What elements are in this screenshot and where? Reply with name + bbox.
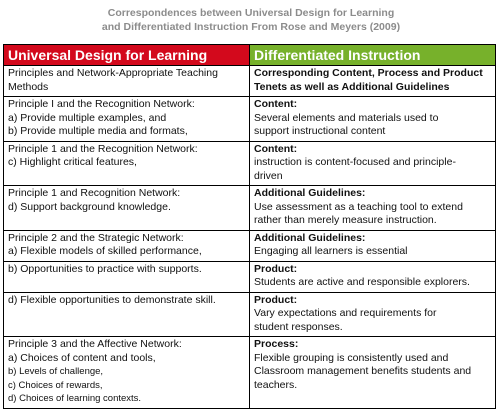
cell-heading: Content: xyxy=(254,142,298,155)
cell-line: d) Flexible opportunities to demonstrate… xyxy=(8,293,216,306)
udl-cell: b) Opportunities to practice with suppor… xyxy=(3,260,250,293)
table-row: d) Flexible opportunities to demonstrate… xyxy=(3,291,496,337)
cell-line: b) Provide multiple media and formats, xyxy=(8,125,188,137)
cell-line: a) Provide multiple examples, and xyxy=(8,111,167,124)
cell-heading: Process: xyxy=(254,338,299,350)
cell-heading: Additional Guidelines: xyxy=(254,187,366,199)
cell-line: Principle 3 and the Affective Network: xyxy=(8,338,182,350)
cell-line: Principle 1 and the Recognition Network: xyxy=(8,142,198,155)
table-row: Principle I and the Recognition Network:… xyxy=(3,96,496,142)
cell-heading: Additional Guidelines: xyxy=(254,231,366,244)
table-row: Principle 1 and the Recognition Network:… xyxy=(3,140,496,186)
di-cell: Corresponding Content, Process and Produ… xyxy=(249,65,496,97)
cell-line: Students are active and responsible expl… xyxy=(254,276,470,288)
cell-line: c) Highlight critical features, xyxy=(8,156,137,168)
cell-heading: Content: xyxy=(254,98,298,110)
title-line-1: Correspondences between Universal Design… xyxy=(107,7,395,19)
di-cell: Product: Students are active and respons… xyxy=(249,260,496,293)
table-row: Principle 2 and the Strategic Network: a… xyxy=(3,229,496,262)
cell-line: d) Support background knowledge. xyxy=(8,200,171,213)
cell-line: Principles and Network-Appropriate Teach… xyxy=(8,67,218,79)
di-cell: Additional Guidelines: Use assessment as… xyxy=(249,185,496,231)
di-cell: Process: Flexible grouping is consistent… xyxy=(249,336,496,409)
cell-line: teachers. xyxy=(254,378,298,391)
cell-line: Principle 2 and the Strategic Network: xyxy=(8,231,184,244)
di-cell: Additional Guidelines: Engaging all lear… xyxy=(249,229,496,262)
cell-line: driven xyxy=(254,169,283,182)
table-header-row: Universal Design for Learning Differenti… xyxy=(3,44,496,66)
cell-line: rather than merely measure instruction. xyxy=(254,214,437,226)
correspondence-table: Universal Design for Learning Differenti… xyxy=(3,44,496,409)
cell-line: b) Levels of challenge, xyxy=(8,366,104,377)
udl-cell: Principle I and the Recognition Network:… xyxy=(3,96,250,142)
cell-line: student responses. xyxy=(254,320,343,333)
cell-line: Several elements and materials used to xyxy=(254,111,439,124)
cell-heading: Product: xyxy=(254,262,298,275)
cell-line: d) Choices of learning contexts. xyxy=(8,393,142,404)
di-cell: Content: Several elements and materials … xyxy=(249,96,496,142)
udl-cell: d) Flexible opportunities to demonstrate… xyxy=(3,291,250,337)
udl-cell: Principle 1 and the Recognition Network:… xyxy=(3,140,250,186)
cell-line: support instructional content xyxy=(254,125,386,137)
cell-line: a) Choices of content and tools, xyxy=(8,351,156,364)
cell-line: Vary expectations and requirements for xyxy=(254,307,437,319)
cell-line: a) Flexible models of skilled performanc… xyxy=(8,245,202,257)
udl-cell: Principle 1 and Recognition Network: d) … xyxy=(3,185,250,231)
table-row: Principle 3 and the Affective Network: a… xyxy=(3,336,496,409)
cell-line: Principle I and the Recognition Network: xyxy=(8,98,195,110)
cell-line: c) Choices of rewards, xyxy=(8,379,103,391)
header-udl: Universal Design for Learning xyxy=(3,44,250,66)
header-di: Differentiated Instruction xyxy=(249,44,496,66)
cell-line: Principle 1 and Recognition Network: xyxy=(8,187,181,199)
udl-cell: Principles and Network-Appropriate Teach… xyxy=(3,65,250,97)
di-cell: Product: Vary expectations and requireme… xyxy=(249,291,496,337)
table-row: Principle 1 and Recognition Network: d) … xyxy=(3,185,496,231)
title-line-2: and Differentiated Instruction From Rose… xyxy=(101,21,401,33)
udl-cell: Principle 2 and the Strategic Network: a… xyxy=(3,229,250,262)
cell-line: Classroom management benefits students a… xyxy=(254,365,472,377)
cell-line: Tenets as well as Additional Guidelines xyxy=(254,80,450,93)
cell-heading: Product: xyxy=(254,293,298,306)
document-title: Correspondences between Universal Design… xyxy=(0,6,502,34)
table-row: b) Opportunities to practice with suppor… xyxy=(3,260,496,293)
cell-line: b) Opportunities to practice with suppor… xyxy=(8,262,202,275)
cell-line: Use assessment as a teaching tool to ext… xyxy=(254,200,463,213)
cell-line: Corresponding Content, Process and Produ… xyxy=(254,67,483,79)
di-cell: Content: instruction is content-focused … xyxy=(249,140,496,186)
cell-line: instruction is content-focused and princ… xyxy=(254,156,456,168)
cell-line: Flexible grouping is consistently used a… xyxy=(254,351,449,364)
table-row: Principles and Network-Appropriate Teach… xyxy=(3,65,496,97)
cell-line: Engaging all learners is essential xyxy=(254,245,408,257)
udl-cell: Principle 3 and the Affective Network: a… xyxy=(3,336,250,409)
cell-line: Methods xyxy=(8,80,49,93)
